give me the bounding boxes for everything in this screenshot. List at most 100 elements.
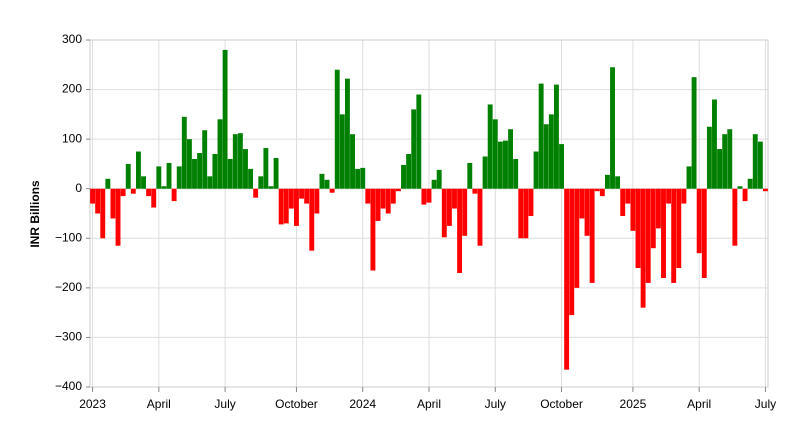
bar	[503, 140, 508, 189]
bar	[176, 166, 182, 189]
bar	[681, 188, 687, 204]
bar	[365, 188, 371, 204]
bar	[528, 188, 534, 216]
bar	[630, 188, 636, 231]
bar	[671, 188, 677, 283]
x-tick-label: July	[214, 397, 235, 411]
bar	[299, 188, 305, 199]
bar	[268, 186, 274, 189]
x-tick-label: 2023	[79, 397, 106, 411]
bar	[222, 49, 228, 189]
bar	[207, 176, 213, 189]
bar	[232, 134, 238, 189]
bar	[625, 188, 631, 204]
bar	[156, 166, 162, 189]
bar	[421, 188, 427, 205]
bar	[712, 99, 717, 189]
bar	[564, 188, 570, 370]
bar	[380, 188, 386, 209]
bar	[324, 179, 330, 189]
bar	[650, 188, 656, 249]
bar	[686, 166, 692, 189]
x-tick-label: July	[755, 397, 776, 411]
bar	[431, 179, 437, 189]
bar	[436, 169, 442, 189]
bar	[110, 188, 116, 219]
bar	[513, 158, 519, 189]
bar	[543, 124, 549, 189]
bar	[462, 188, 468, 236]
bar	[752, 134, 758, 189]
bar	[355, 168, 361, 189]
bar	[584, 188, 590, 236]
bar	[742, 188, 748, 202]
bar	[757, 141, 763, 189]
bar	[482, 156, 488, 189]
bar	[732, 188, 738, 246]
bar	[243, 149, 248, 189]
bar	[288, 188, 294, 209]
bar	[95, 188, 101, 214]
bar	[344, 78, 350, 189]
bar	[151, 188, 157, 208]
bar	[492, 119, 498, 189]
bar	[278, 188, 284, 225]
bar	[273, 157, 279, 189]
bar	[538, 83, 544, 189]
bar	[227, 158, 233, 189]
bar	[263, 148, 269, 189]
bar	[717, 149, 723, 189]
bar	[115, 188, 121, 246]
bar	[457, 188, 463, 273]
bar	[477, 188, 483, 246]
y-tick-label: −300	[55, 330, 82, 344]
bar	[385, 188, 391, 214]
bar	[401, 164, 406, 189]
bar	[375, 188, 381, 221]
y-tick-label: 200	[62, 82, 82, 96]
bar	[171, 188, 177, 202]
x-tick-label: October	[275, 397, 318, 411]
bar	[197, 153, 203, 189]
bar	[589, 188, 595, 283]
y-tick-label: −100	[55, 230, 82, 244]
bar	[737, 186, 743, 189]
bar	[661, 188, 666, 278]
bar	[696, 188, 702, 254]
x-tick-label: July	[485, 397, 506, 411]
bar	[329, 188, 335, 193]
bar	[691, 77, 697, 189]
bar	[706, 126, 712, 189]
bar	[309, 188, 315, 251]
bar	[610, 67, 615, 189]
bar	[569, 188, 575, 316]
bar	[620, 188, 626, 216]
bar	[125, 163, 131, 189]
bar	[90, 188, 95, 204]
bar	[253, 188, 259, 198]
bar	[339, 114, 345, 189]
bar	[120, 188, 126, 197]
bar	[640, 188, 646, 308]
bar	[604, 174, 610, 189]
bar	[161, 186, 167, 189]
bar	[314, 188, 320, 214]
bar	[411, 109, 417, 189]
bar	[192, 158, 197, 189]
bar	[559, 144, 564, 189]
bar	[487, 104, 493, 189]
bar	[594, 188, 600, 192]
bar	[747, 178, 753, 189]
bar	[334, 69, 340, 189]
x-tick-label: April	[417, 397, 441, 411]
x-tick-label: 2025	[620, 397, 647, 411]
bar	[452, 188, 457, 209]
bar	[533, 151, 539, 189]
bar	[360, 167, 366, 189]
bar	[304, 188, 310, 204]
bar	[615, 176, 621, 189]
bar	[130, 188, 136, 194]
bar	[701, 188, 707, 278]
bar	[350, 134, 355, 189]
